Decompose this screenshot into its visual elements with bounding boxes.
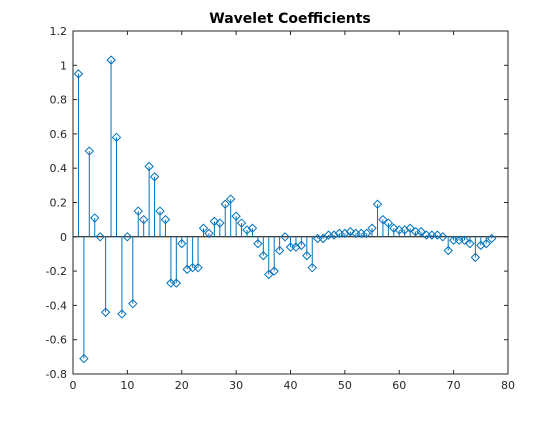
stem-marker (361, 228, 372, 239)
stem-marker (459, 235, 470, 245)
stem-marker (198, 223, 209, 233)
stem-marker (486, 233, 497, 244)
stem-marker (236, 218, 247, 228)
stem-marker (264, 269, 274, 280)
stem-marker (367, 223, 377, 233)
stem-marker (111, 132, 122, 143)
stem-marker (160, 214, 171, 225)
y-tick-label: 0 (60, 231, 67, 244)
y-tick-label: 0.8 (50, 94, 68, 107)
x-tick-label: 0 (70, 379, 77, 392)
stem-marker (416, 226, 426, 237)
stem-marker (389, 223, 399, 233)
stem-marker (100, 307, 111, 317)
stem-marker (177, 238, 187, 249)
stem-marker (438, 232, 448, 242)
stem-marker (231, 211, 241, 221)
stem-marker (182, 264, 192, 275)
stem-marker (269, 266, 279, 276)
axes-layer: 0 10 20 30 40 50 60 70 80 -0.8 -0.6 -0.4 -0.2 0 0.2 0.4… (46, 25, 515, 392)
stem-marker (476, 240, 486, 251)
stem-marker (138, 214, 149, 225)
stem-marker (383, 218, 394, 228)
stem-marker (465, 238, 475, 249)
plot-area-frame (72, 30, 509, 375)
stem-marker (128, 298, 138, 309)
x-tick-label: 50 (338, 379, 352, 392)
stem-marker (247, 223, 258, 233)
stem-marker (204, 228, 214, 239)
x-tick-label: 10 (120, 379, 134, 392)
stem-marker (220, 199, 230, 209)
stem-marker (329, 230, 339, 240)
stem-marker (215, 218, 225, 228)
stem-marker (470, 252, 481, 263)
stem-marker (481, 238, 491, 249)
x-tick-label: 70 (447, 379, 461, 392)
x-tick-label: 80 (501, 379, 515, 392)
stem-marker (144, 161, 154, 172)
x-tick-label: 20 (175, 379, 189, 392)
stem-marker (399, 225, 410, 235)
stem-marker (90, 213, 100, 223)
stem-marker (280, 232, 290, 242)
stem-marker (318, 233, 328, 244)
stem-marker (95, 232, 105, 242)
y-tick-label: -0.2 (46, 265, 67, 278)
stems-layer (73, 55, 508, 364)
stem-marker (258, 250, 269, 261)
stem-marker (149, 172, 160, 182)
x-tick-label: 60 (392, 379, 406, 392)
stem-marker (209, 216, 220, 227)
x-tick-label: 30 (229, 379, 243, 392)
stem-marker (378, 214, 388, 225)
stem-marker (405, 223, 415, 233)
stem-marker (225, 194, 236, 204)
chart-title: Wavelet Coefficients (209, 11, 370, 27)
stem-marker (302, 250, 312, 261)
y-tick-label: 0.6 (50, 128, 68, 141)
y-tick-label: 1.2 (50, 25, 68, 38)
stem-marker (122, 232, 133, 242)
y-tick-label: 1 (60, 59, 67, 72)
stem-marker (345, 226, 356, 237)
stem-marker (443, 245, 453, 256)
stem-marker (106, 55, 116, 65)
stem-marker (372, 199, 383, 209)
stem-marker (84, 146, 95, 156)
stem-marker (296, 240, 307, 251)
stem-marker (432, 230, 443, 240)
stem-marker (117, 309, 127, 319)
stem-marker (79, 353, 89, 364)
y-tick-label: 0.4 (50, 162, 68, 175)
y-tick-label: -0.4 (46, 299, 67, 312)
stem-marker (193, 262, 203, 273)
y-tick-label: -0.6 (46, 334, 67, 347)
stem-marker (274, 245, 285, 256)
stem-marker (253, 238, 263, 249)
stem-marker (133, 206, 143, 216)
y-tick-label: -0.8 (46, 368, 67, 381)
stem-marker (155, 206, 165, 216)
stem-marker (242, 225, 252, 235)
y-tick-label: 0.2 (50, 197, 68, 210)
x-tick-label: 40 (284, 379, 298, 392)
stem-marker (171, 278, 182, 288)
stem-marker (307, 262, 317, 273)
stem-marker (291, 242, 301, 252)
stem-marker (73, 69, 84, 79)
stem-marker (340, 228, 350, 239)
